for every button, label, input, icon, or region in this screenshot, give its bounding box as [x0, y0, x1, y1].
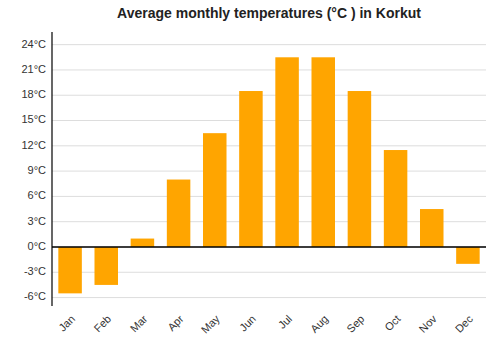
grid-line — [52, 246, 486, 247]
x-tick-label: Jan — [56, 313, 77, 334]
x-tick-label: May — [199, 312, 223, 336]
grid-line — [52, 171, 486, 172]
y-tick-label: 18°C — [21, 88, 46, 100]
grid-line — [52, 44, 486, 45]
grid-line — [52, 69, 486, 70]
chart-title: Average monthly temperatures (°C ) in Ko… — [117, 5, 421, 21]
y-tick-label: 24°C — [21, 38, 46, 50]
bar — [167, 180, 191, 247]
y-axis-line — [51, 32, 52, 306]
bar — [420, 209, 444, 247]
grid-line — [52, 196, 486, 197]
grid-line — [52, 145, 486, 146]
x-tick-label: Jun — [237, 313, 258, 334]
bar — [348, 91, 372, 247]
x-tick-labels: Jan Feb Mar Apr May Jun Jul Aug Sep Oct Nov Dec — [56, 312, 475, 336]
bar — [94, 247, 118, 285]
bar — [311, 57, 335, 247]
y-tick-label: 0°C — [28, 240, 47, 252]
grid-line — [52, 297, 486, 298]
bar — [456, 247, 480, 264]
x-tick-label: Jul — [276, 313, 294, 331]
y-tick-label: 12°C — [21, 139, 46, 151]
bar — [275, 57, 299, 247]
x-tick-label: Oct — [382, 313, 403, 334]
bar — [203, 133, 227, 247]
x-tick-label: Apr — [165, 312, 186, 333]
y-tick-label: 9°C — [28, 164, 47, 176]
y-tick-label: -6°C — [24, 290, 46, 302]
bar — [384, 150, 408, 247]
x-tick-label: Nov — [417, 312, 440, 335]
zero-line — [52, 246, 486, 248]
grid-line — [52, 120, 486, 121]
y-tick-label: 15°C — [21, 113, 46, 125]
x-tick-label: Aug — [308, 313, 330, 335]
bar — [58, 247, 82, 293]
bar — [239, 91, 263, 247]
y-tick-label: 6°C — [28, 189, 47, 201]
chart: Average monthly temperatures (°C ) in Ko… — [0, 0, 500, 350]
grid-line — [52, 95, 486, 96]
y-grid — [52, 45, 486, 298]
y-tick-label: 3°C — [28, 215, 47, 227]
x-tick-label: Dec — [453, 312, 476, 335]
bars — [58, 57, 479, 293]
chart-container: Average monthly temperatures (°C ) in Ko… — [0, 0, 500, 350]
x-tick-label: Mar — [128, 312, 150, 334]
y-tick-labels: -6°C -3°C 0°C 3°C 6°C 9°C 12°C 15°C 18°C 21°C 24°C — [21, 38, 46, 303]
y-tick-label: -3°C — [24, 265, 46, 277]
y-tick-label: 21°C — [21, 63, 46, 75]
bar — [131, 239, 155, 247]
x-tick-label: Sep — [344, 313, 366, 335]
x-tick-label: Feb — [91, 313, 113, 335]
